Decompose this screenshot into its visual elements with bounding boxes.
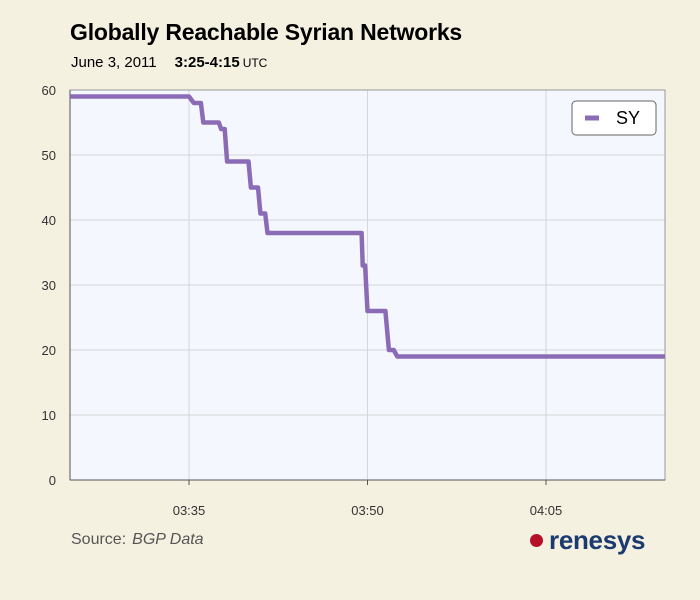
chart-title: Globally Reachable Syrian Networks (70, 19, 463, 45)
y-tick-label: 0 (49, 473, 56, 488)
logo-dot-icon (530, 534, 543, 547)
subtitle-timezone: UTC (242, 56, 268, 70)
x-tick-label: 04:05 (530, 503, 563, 518)
legend-box (571, 100, 657, 136)
legend-label: SY (616, 108, 640, 128)
series-line-sy (70, 94, 665, 359)
chart-subtitle: June 3, 2011 3:25-4:15 UTC (71, 54, 267, 71)
logo-text: renesys (549, 525, 646, 555)
y-tick-label: 10 (42, 408, 56, 423)
y-tick-label: 60 (42, 83, 56, 98)
y-tick-label: 30 (42, 278, 56, 293)
source-value: BGP Data (132, 531, 204, 548)
subtitle-date: June 3, 2011 (71, 54, 157, 71)
y-tick-label: 20 (42, 343, 56, 358)
x-tick-label: 03:35 (173, 503, 206, 518)
y-tick-label: 50 (42, 148, 56, 163)
x-tick-label: 03:50 (351, 503, 384, 518)
source-label: Source: (71, 531, 127, 548)
renesys-logo: renesys (530, 525, 646, 556)
source-note: Source: BGP Data (71, 531, 204, 549)
y-tick-label: 40 (42, 213, 56, 228)
subtitle-time: 3:25-4:15 (174, 54, 240, 71)
